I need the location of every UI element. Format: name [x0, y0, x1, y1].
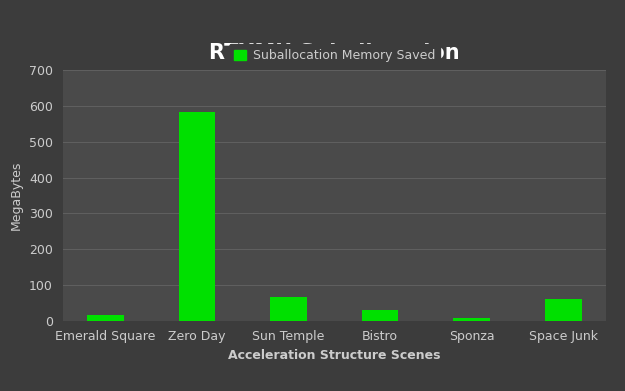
- Bar: [545, 299, 581, 321]
- X-axis label: Acceleration Structure Scenes: Acceleration Structure Scenes: [228, 349, 441, 362]
- Bar: [179, 112, 216, 321]
- Title: RTXMU Suballocation: RTXMU Suballocation: [209, 43, 460, 63]
- Bar: [88, 315, 124, 321]
- Y-axis label: MegaBytes: MegaBytes: [10, 161, 23, 230]
- Bar: [270, 298, 307, 321]
- Legend: Suballocation Memory Saved: Suballocation Memory Saved: [229, 44, 440, 67]
- Bar: [453, 318, 490, 321]
- Bar: [362, 310, 399, 321]
